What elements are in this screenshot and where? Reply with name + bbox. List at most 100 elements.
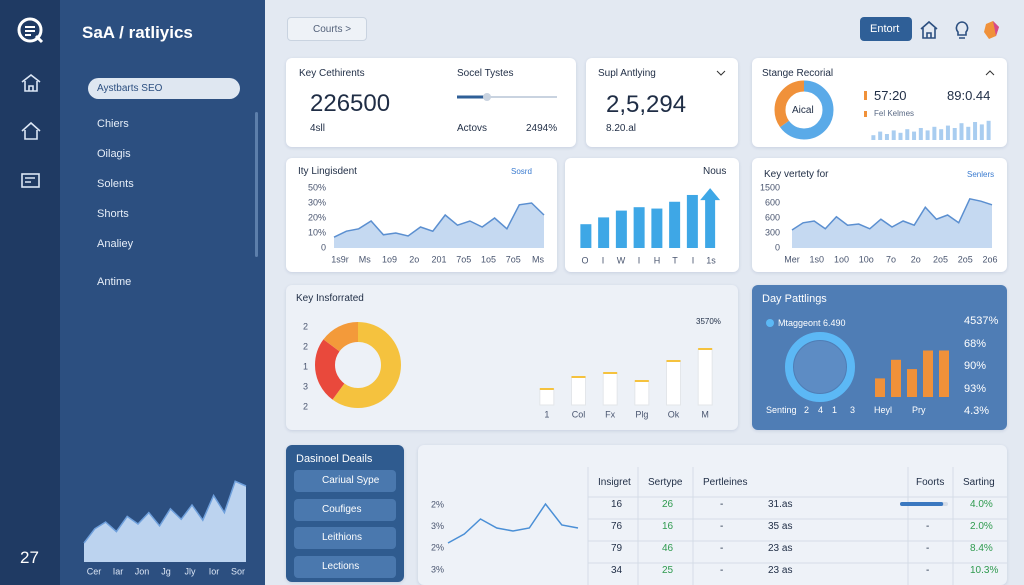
house-icon[interactable]	[20, 120, 42, 142]
legend: Mtaggeont 6.490	[778, 318, 846, 328]
card: Dasinoel Deails Cariual Sype Coufiges Le…	[286, 445, 404, 582]
chart: 50% 30% 20% 10% 0 1s9r Ms 1o9 2o 201 7o5 1o5 7o5 Ms	[308, 182, 545, 264]
search-text[interactable]: Courts >	[313, 24, 352, 35]
legend-swatch	[864, 111, 867, 117]
progress-fill	[900, 502, 944, 506]
card-title: Key vertety for	[764, 169, 829, 180]
metric: 89:0.44	[947, 88, 991, 103]
bar	[878, 131, 883, 140]
nav-item[interactable]: Chiers	[97, 118, 129, 130]
cell: 10.3%	[970, 565, 999, 576]
icon-rail: 27	[0, 0, 60, 585]
bar	[580, 224, 592, 248]
value: 90%	[964, 360, 987, 372]
card: Key Insforrated 3570% 2 2 1 3 2 1 Col Fx Plg Ok M	[286, 285, 738, 430]
x-label: 7o5	[456, 254, 471, 264]
bar	[923, 350, 933, 397]
bar	[669, 201, 681, 248]
label: Senting	[766, 405, 797, 415]
y-label: 1500	[760, 182, 780, 192]
metric: 2,5,294	[606, 91, 687, 118]
card: Nous O I W I H T I 1s	[565, 158, 739, 272]
bar	[571, 376, 586, 406]
x-label: 2o	[409, 254, 419, 264]
x-label: 1o9	[382, 254, 397, 264]
sidebar: SaA / ratliyics Aystbarts SEO Chiers Oil…	[60, 0, 265, 585]
card-title: Key Cethirents	[299, 68, 365, 79]
x-label: Iar	[113, 566, 124, 576]
cell: -	[720, 565, 724, 576]
area	[792, 198, 992, 248]
nav-item[interactable]: Antime	[97, 276, 132, 288]
legend: Fel Kelmes	[874, 109, 915, 118]
y-label: 2%	[431, 499, 444, 509]
x-label: T	[672, 255, 678, 265]
x-label: I	[638, 255, 641, 265]
x-label: I	[602, 255, 605, 265]
x-label: Ok	[668, 409, 680, 419]
donut-inner	[794, 341, 846, 393]
bar	[932, 126, 937, 140]
value: 4.3%	[964, 405, 990, 417]
label: Actovs	[457, 123, 488, 134]
label: Pry	[912, 405, 926, 415]
badge: 27	[20, 548, 39, 567]
card: Ity Lingisdent Sosrd 50% 30% 20% 10% 0 1s9r Ms…	[286, 158, 557, 272]
y-label: 3%	[431, 564, 444, 574]
bar	[986, 120, 991, 140]
y-label: 3%	[431, 521, 444, 531]
cell: -	[926, 565, 930, 576]
home-icon[interactable]	[20, 72, 42, 94]
bar	[875, 378, 885, 397]
card-title: Ity Lingisdent	[298, 166, 357, 177]
bulb-icon[interactable]	[955, 21, 969, 39]
y-label: 2	[303, 321, 308, 331]
search[interactable]	[287, 17, 367, 41]
x-label: Jg	[161, 566, 171, 576]
metric: 226500	[310, 90, 391, 117]
card-icon[interactable]	[20, 170, 42, 192]
button[interactable]: Lections	[294, 556, 396, 578]
y-label: 2	[303, 341, 308, 351]
x-label: 10o	[859, 254, 874, 264]
chevron[interactable]	[985, 68, 995, 78]
legend: Senlers	[967, 170, 995, 179]
nav-item[interactable]: Aystbarts SEO	[97, 83, 163, 94]
card: Day Pattlings Mtaggeont 6.490 4537% 68% 90…	[752, 285, 1007, 430]
percent: 2494%	[526, 123, 558, 134]
cell: 31.as	[768, 499, 793, 510]
bar	[686, 194, 698, 248]
bar	[615, 210, 627, 248]
nav-item[interactable]: Shorts	[97, 208, 129, 220]
x-label: 7o	[886, 254, 896, 264]
nav-item[interactable]: Oilagis	[97, 148, 131, 160]
chart	[785, 332, 949, 402]
dropdown[interactable]: Sosrd	[511, 167, 532, 176]
cell: 25	[662, 565, 674, 576]
home-icon[interactable]	[920, 20, 938, 39]
cell: -	[720, 499, 724, 510]
nav-active[interactable]	[88, 78, 240, 99]
button[interactable]: Leithions	[294, 527, 396, 549]
logo	[17, 17, 44, 44]
chart: 2 2 1 3 2 1 Col Fx Plg Ok M	[303, 321, 713, 419]
nav-item[interactable]: Analiey	[97, 238, 134, 250]
chevron[interactable]	[716, 68, 726, 78]
button[interactable]: Coufiges	[294, 499, 396, 521]
x-label: Jon	[135, 566, 150, 576]
y-label: 0	[321, 242, 326, 252]
chart: 1500 600 600 300 0 Mer 1s0 1o0 10o 7o 2o 2o5 2o5 2o6	[760, 182, 998, 264]
x-label: Jly	[185, 566, 196, 576]
button[interactable]	[860, 17, 912, 41]
nav-item[interactable]: Solents	[97, 178, 134, 190]
x-label: Ior	[209, 566, 220, 576]
button-text[interactable]: Entort	[870, 23, 900, 35]
arrow-bar	[700, 188, 721, 248]
line	[83, 480, 247, 544]
bar	[633, 207, 645, 248]
chart	[457, 93, 557, 101]
button[interactable]: Cariual Sype	[294, 470, 396, 492]
slider-knob	[483, 93, 491, 101]
x-label: H	[654, 255, 661, 265]
